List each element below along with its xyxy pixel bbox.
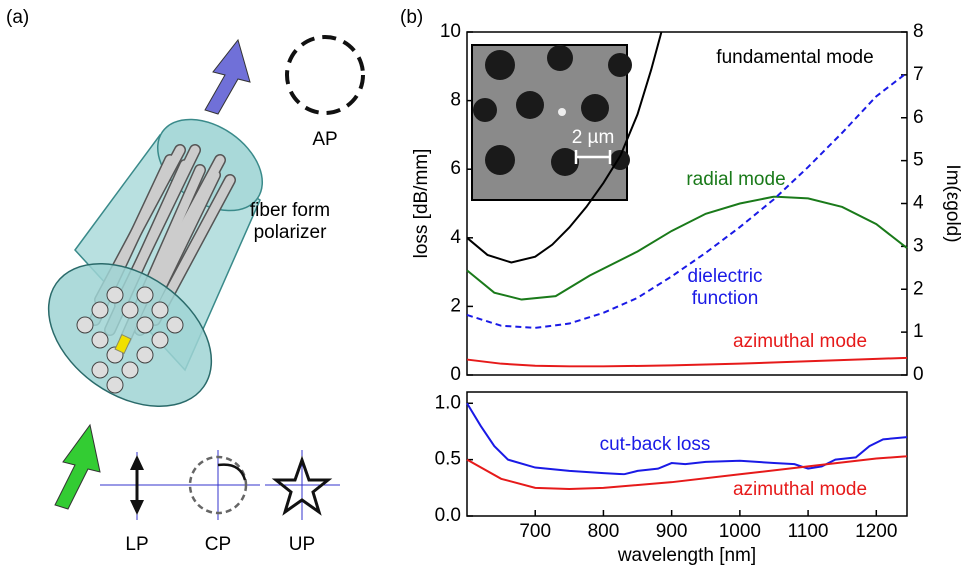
inset-image <box>471 44 632 201</box>
y2-tick-label: 7 <box>913 64 924 85</box>
series-line <box>467 358 907 367</box>
y2-tick-label: 8 <box>913 21 924 42</box>
x-tick-label: 800 <box>588 521 620 542</box>
ap-label: AP <box>312 129 337 150</box>
y2-tick-label: 1 <box>913 321 924 342</box>
series-label: dielectric function <box>687 266 763 309</box>
x-tick-label: 700 <box>519 521 551 542</box>
y-tick-label: 2 <box>450 295 461 316</box>
y2-tick-label: 5 <box>913 150 924 171</box>
fiber-drawing <box>47 35 365 520</box>
series-line <box>467 197 907 300</box>
up-label: UP <box>289 534 315 555</box>
y2-tick-label: 2 <box>913 278 924 299</box>
scale-label: 2 µm <box>572 127 615 148</box>
y-tick-label: 6 <box>450 158 461 179</box>
y2-tick-label: 4 <box>913 193 924 214</box>
series-label: cut-back loss <box>600 434 711 455</box>
panel-label: (b) <box>400 7 423 28</box>
plot-frame <box>466 391 908 517</box>
series-line <box>467 73 907 328</box>
x-tick-label: 1200 <box>855 521 897 542</box>
y-tick-label: 0 <box>450 364 461 385</box>
y-tick-label: 8 <box>450 90 461 111</box>
series-label: fundamental mode <box>716 47 873 68</box>
x-tick-label: 1000 <box>719 521 761 542</box>
y-tick-label: 0.0 <box>435 505 461 526</box>
y-tick-label: 1.0 <box>435 392 461 413</box>
polarizer-label: fiber form polarizer <box>249 200 331 243</box>
y-tick-label: 4 <box>450 227 461 248</box>
x-tick-label: 900 <box>656 521 688 542</box>
lp-label: LP <box>125 534 148 555</box>
x-tick-label: 1100 <box>788 521 829 542</box>
y2-tick-label: 0 <box>913 364 924 385</box>
series-label: azimuthal mode <box>733 479 867 500</box>
y-tick-label: 0.5 <box>435 449 461 470</box>
series-label: azimuthal mode <box>733 331 867 352</box>
y2-tick-label: 3 <box>913 235 924 256</box>
panel-label: (a) <box>6 7 29 28</box>
x-axis-label: wavelength [nm] <box>617 545 756 566</box>
y2-axis-label: Im(εgold) <box>942 164 963 242</box>
series-label: radial mode <box>686 169 785 190</box>
y-tick-label: 10 <box>440 21 461 42</box>
cp-label: CP <box>205 534 231 555</box>
series-line <box>467 32 661 262</box>
series-line <box>467 403 907 474</box>
y-axis-label: loss [dB/mm] <box>411 149 432 259</box>
y2-tick-label: 6 <box>913 107 924 128</box>
series-line <box>467 456 907 489</box>
